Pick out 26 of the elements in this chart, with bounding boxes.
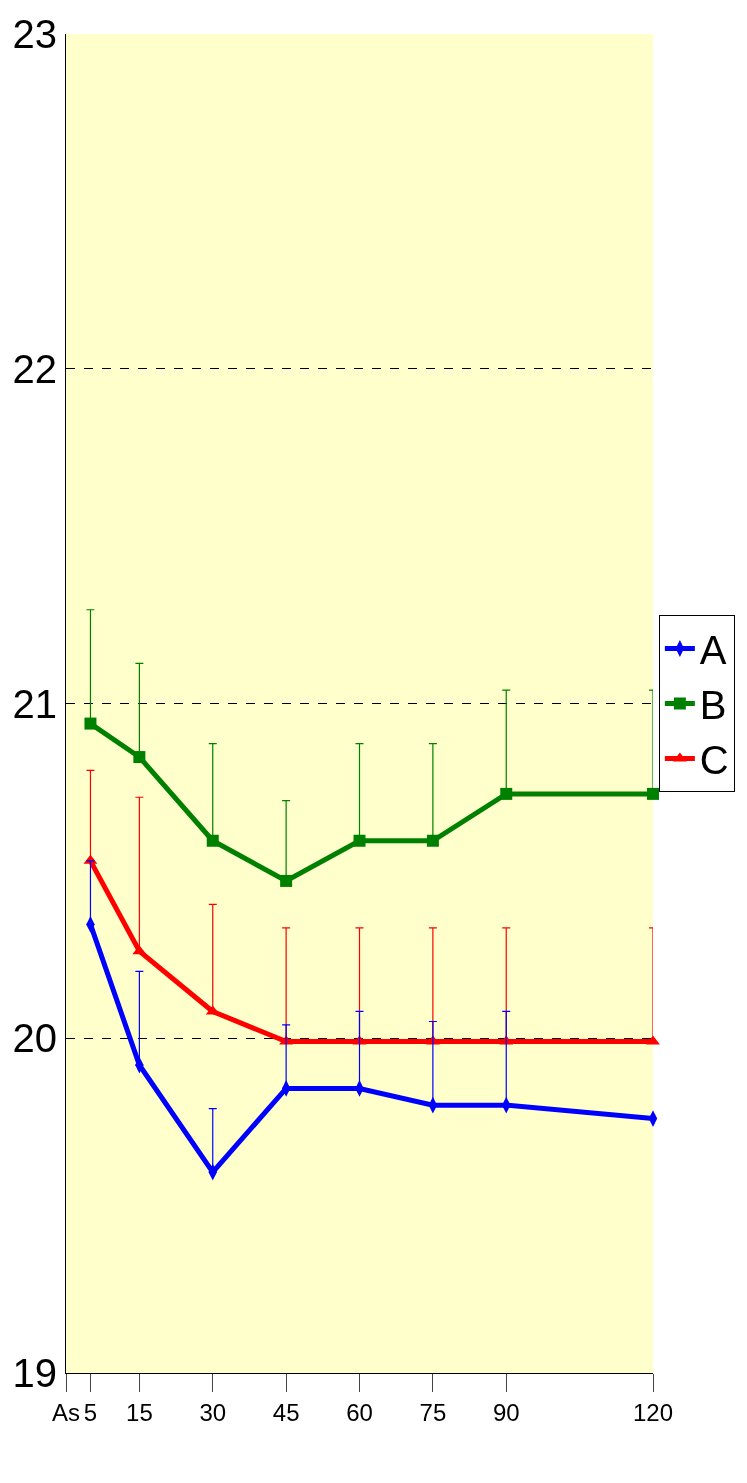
point xyxy=(647,787,659,800)
point xyxy=(206,834,219,847)
point xyxy=(646,1035,660,1045)
x-tick-label: 30 xyxy=(199,1398,227,1426)
legend-label: B xyxy=(699,683,727,728)
y-tick-label: 23 xyxy=(12,12,57,56)
x-tick-label: 45 xyxy=(272,1398,300,1426)
point xyxy=(426,834,439,847)
point xyxy=(500,787,513,800)
x-tick-label: 60 xyxy=(346,1398,373,1426)
point xyxy=(353,834,366,847)
y-tick-label: 20 xyxy=(12,1016,57,1061)
x-tick-label: As xyxy=(51,1398,81,1426)
x-tick-label: 120 xyxy=(632,1398,674,1426)
legend-label: A xyxy=(699,628,727,673)
point xyxy=(133,751,146,764)
y-tick-label: 22 xyxy=(12,346,57,391)
point xyxy=(280,874,293,887)
x-tick-label: 5 xyxy=(83,1398,98,1426)
x-tick-label: 75 xyxy=(419,1398,447,1426)
x-tick-label: 15 xyxy=(126,1398,153,1426)
point xyxy=(84,717,97,730)
legend-label: C xyxy=(699,738,729,783)
x-tick-label: 90 xyxy=(492,1398,520,1426)
y-tick-label: 21 xyxy=(12,681,57,726)
y-tick-label: 19 xyxy=(12,1351,57,1395)
